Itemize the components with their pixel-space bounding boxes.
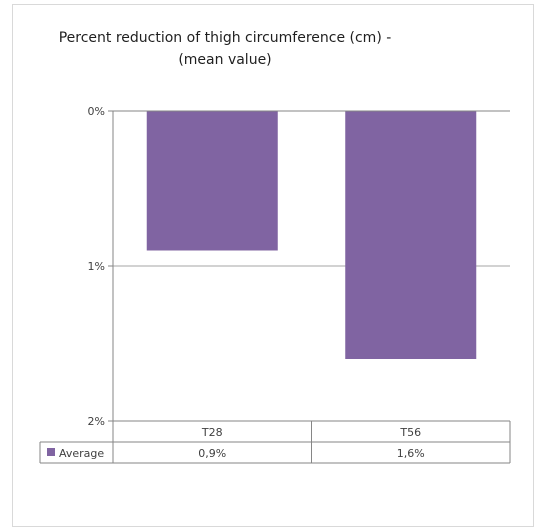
chart-title-line-2: (mean value) (178, 52, 271, 68)
bar (146, 111, 278, 251)
x-tick-label: T28 (201, 426, 223, 439)
y-tick-label: 0% (88, 105, 105, 118)
chart-title-line-1: Percent reduction of thigh circumference… (59, 30, 392, 46)
data-label: 1,6% (397, 447, 425, 460)
x-tick-label: T56 (399, 426, 421, 439)
bar (345, 111, 477, 359)
legend-swatch (47, 448, 55, 456)
legend-label: Average (59, 447, 104, 460)
data-label: 0,9% (198, 447, 226, 460)
y-tick-label: 2% (88, 415, 105, 428)
y-tick-label: 1% (88, 260, 105, 273)
